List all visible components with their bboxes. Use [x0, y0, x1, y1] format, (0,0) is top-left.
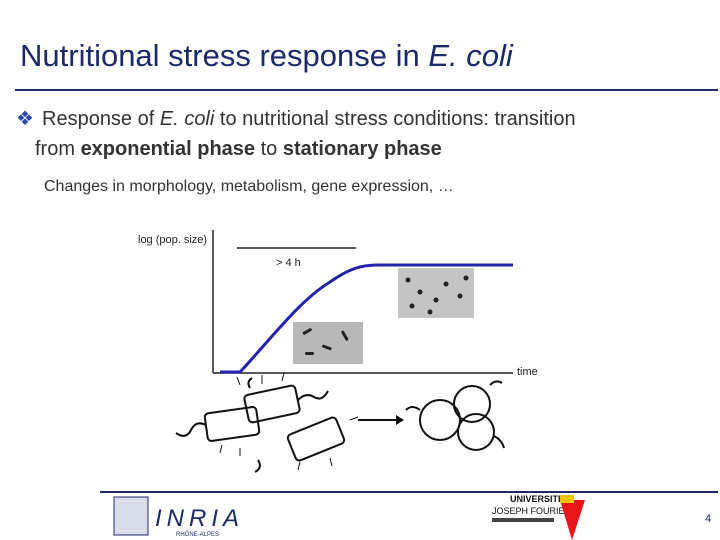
university-mark — [560, 500, 585, 540]
arrow-head — [396, 415, 404, 425]
micrograph-stationary — [398, 268, 474, 318]
university-line: UNIVERSITE — [510, 494, 564, 504]
x-axis-label: time — [517, 366, 538, 378]
inria-sub: RHÔNE-ALPES — [176, 531, 219, 538]
university-line: JOSEPH FOURIER — [492, 506, 572, 516]
title-text: Nutritional stress response in — [20, 38, 428, 73]
flagella — [219, 372, 359, 471]
round-cells — [405, 380, 505, 451]
bullet-bold: exponential phase — [81, 138, 256, 160]
title: Nutritional stress response in E. coli — [20, 38, 514, 73]
y-axis-label: log (pop. size) — [138, 234, 207, 246]
bullet-text: from — [35, 138, 81, 160]
growth-curve — [220, 263, 513, 374]
bullet-bold: stationary phase — [283, 138, 442, 160]
bullet-italic: E. coli — [160, 108, 215, 130]
bullet-text: Response of — [42, 108, 160, 130]
bullet-line-2: from exponential phase to stationary pha… — [35, 138, 442, 160]
duration-label: > 4 h — [276, 257, 301, 269]
rod-cells — [175, 377, 346, 473]
inria-emblem — [113, 496, 149, 536]
bullet-text: to — [255, 138, 283, 160]
title-italic: E. coli — [428, 38, 514, 73]
micrograph-exponential — [293, 322, 363, 364]
university-mark-accent — [560, 495, 574, 503]
subtext: Changes in morphology, metabolism, gene … — [44, 178, 454, 195]
bullet-text: to nutritional stress conditions: transi… — [214, 108, 575, 130]
bullet-icon: ❖ — [16, 108, 34, 130]
university-bar — [492, 518, 554, 522]
bullet-line-1: Response of E. coli to nutritional stres… — [42, 108, 576, 130]
page-number: 4 — [705, 513, 711, 525]
inria-logo: INRIA — [155, 505, 244, 532]
